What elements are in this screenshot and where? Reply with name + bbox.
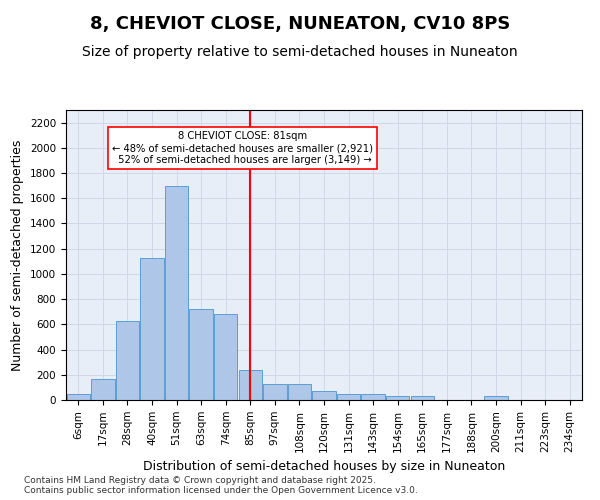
Y-axis label: Number of semi-detached properties: Number of semi-detached properties <box>11 140 25 370</box>
Bar <box>214 314 238 400</box>
Bar <box>140 258 164 400</box>
Bar <box>116 320 139 400</box>
Bar <box>190 309 213 400</box>
Bar <box>288 384 311 400</box>
Text: Size of property relative to semi-detached houses in Nuneaton: Size of property relative to semi-detach… <box>82 45 518 59</box>
Bar <box>313 391 335 400</box>
Bar <box>410 396 434 400</box>
Bar <box>337 394 360 400</box>
Text: 8, CHEVIOT CLOSE, NUNEATON, CV10 8PS: 8, CHEVIOT CLOSE, NUNEATON, CV10 8PS <box>90 15 510 33</box>
Bar <box>165 186 188 400</box>
Bar <box>484 396 508 400</box>
Text: Contains HM Land Registry data © Crown copyright and database right 2025.
Contai: Contains HM Land Registry data © Crown c… <box>24 476 418 495</box>
Bar <box>239 370 262 400</box>
Bar <box>91 378 115 400</box>
Bar <box>386 396 409 400</box>
X-axis label: Distribution of semi-detached houses by size in Nuneaton: Distribution of semi-detached houses by … <box>143 460 505 473</box>
Bar <box>361 394 385 400</box>
Bar <box>263 384 287 400</box>
Text: 8 CHEVIOT CLOSE: 81sqm
← 48% of semi-detached houses are smaller (2,921)
 52% of: 8 CHEVIOT CLOSE: 81sqm ← 48% of semi-det… <box>112 132 373 164</box>
Bar <box>67 394 90 400</box>
